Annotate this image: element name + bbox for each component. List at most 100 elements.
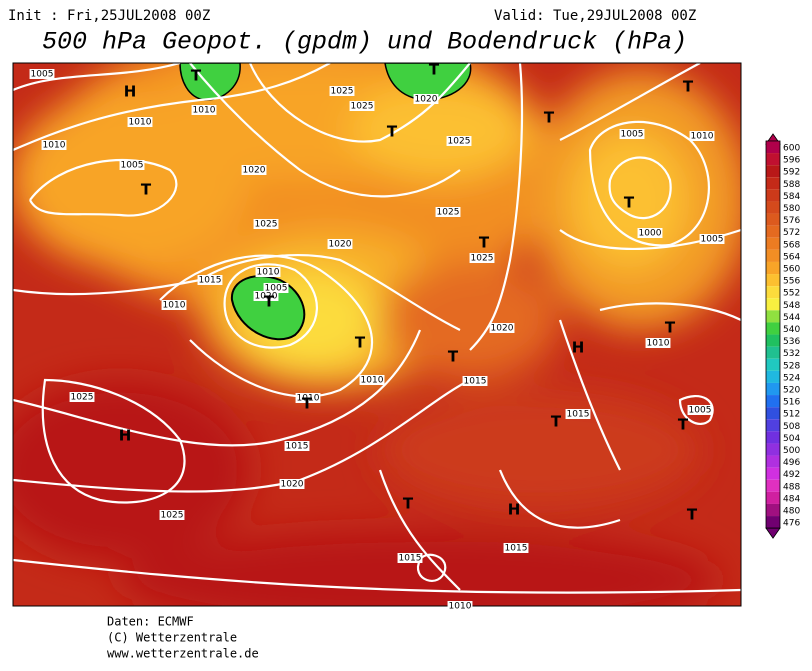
colorbar-swatch [766,261,780,275]
isobar-label-bg [645,338,671,348]
colorbar-swatch [766,177,780,190]
isobar-label: 1010 [129,118,152,128]
map-frame [12,62,742,607]
isobar-label-bg [359,375,385,385]
isobar-label: 1010 [193,106,216,116]
colorbar-label: 584 [783,192,800,202]
isobar-label-bg [469,253,495,263]
colorbar-swatch [766,443,780,456]
isobar-label: 1010 [43,141,66,151]
colorbar-label: 576 [783,216,800,226]
pressure-center: T [191,67,202,85]
colorbar-label: 536 [783,337,800,347]
pressure-center: T [678,416,689,434]
colorbar-label: 572 [783,228,800,238]
pressure-center: T [544,109,555,127]
isobar-label: 1025 [471,254,494,264]
colorbar-label: 504 [783,434,800,444]
pressure-center: T [141,181,152,199]
colorbar-label: 532 [783,349,800,359]
colorbar-swatch [766,358,780,371]
isobar-label: 1005 [621,130,644,140]
pressure-center: H [508,501,521,519]
isobar-label-bg [565,409,591,419]
colorbar-swatch [766,322,780,335]
colorbar-label: 596 [783,156,800,166]
colorbar-label: 592 [783,168,800,178]
isobar-label-bg [191,105,217,115]
isobar-label: 1010 [257,268,280,278]
colorbar-label: 484 [783,494,800,504]
colorbar-swatch [766,249,780,262]
colorbar-label: 500 [783,446,800,456]
isobar-label-bg [503,543,529,553]
isobar-label: 1025 [331,87,354,97]
isobar-label-bg [159,510,185,520]
isobar-label: 1020 [281,480,304,490]
colorbar-swatch [766,516,780,529]
isobar-label: 1010 [163,301,186,311]
colorbar-swatch [766,431,780,444]
isobar-label: 1025 [351,102,374,112]
isobar-label: 1015 [399,554,422,564]
isobar-label: 1000 [639,229,662,239]
pressure-center: T [479,234,490,252]
colorbar-label: 560 [783,265,800,275]
isobar-label-bg [329,86,355,96]
isobar-label: 1010 [449,602,472,612]
isobar-label-bg [241,165,267,175]
pressure-center: T [687,506,698,524]
pressure-center: T [551,413,562,431]
colorbar-label: 540 [783,325,800,335]
pressure-center: T [624,194,635,212]
colorbar-swatch [766,310,780,323]
isobar-label-bg [462,376,488,386]
map [13,63,741,606]
isobar-label-bg [127,117,153,127]
footer-line: (C) Wetterzentrale [107,631,237,645]
isobar-label-bg [263,283,289,293]
colorbar-label: 524 [783,373,800,383]
pressure-center: H [119,427,132,445]
isobar-label-bg [29,69,55,79]
isobar-label: 1015 [505,544,528,554]
isobar-label-bg [489,323,515,333]
isobar-label-bg [253,291,279,301]
isobar-label-bg [637,228,663,238]
colorbar-swatch [766,286,780,299]
pressure-center: T [448,348,459,366]
pressure-center: T [302,395,313,413]
isobar-label: 1020 [329,240,352,250]
colorbar-swatch [766,334,780,347]
isobar-label: 1015 [464,377,487,387]
valid-time: Valid: Tue,29JUL2008 00Z [494,8,696,24]
pressure-center: T [403,495,414,513]
pressure-center: H [572,339,585,357]
colorbar-swatch [766,479,780,492]
colorbar-swatch [766,237,780,250]
isobar-label: 1020 [243,166,266,176]
isobar-label: 1020 [415,95,438,105]
map-labels: 1005 1010 1010 1005 1010 1025 1025 1020 1025 1020… [29,61,725,612]
colorbar-swatch [766,455,780,468]
colorbar-label: 568 [783,240,800,250]
isobar-label-bg [284,441,310,451]
colorbar-swatch [766,346,780,359]
colorbar-label: 520 [783,386,800,396]
colorbar-swatch [766,225,780,238]
colorbar-label: 480 [783,507,800,517]
isobar-label: 1010 [361,376,384,386]
pressure-center: T [429,61,440,79]
colorbar-cap [765,527,781,539]
colorbar-label: 508 [783,422,800,432]
isobar-label-bg [413,94,439,104]
footer-line: www.wetterzentrale.de [107,647,259,661]
colorbar-label: 476 [783,519,800,529]
isobar-label-bg [279,479,305,489]
colorbar-label: 600 [783,144,800,154]
colorbar-swatch [766,213,780,226]
pressure-center: T [264,293,275,311]
footer-line: Daten: ECMWF [107,615,194,629]
colorbar-label: 548 [783,301,800,311]
